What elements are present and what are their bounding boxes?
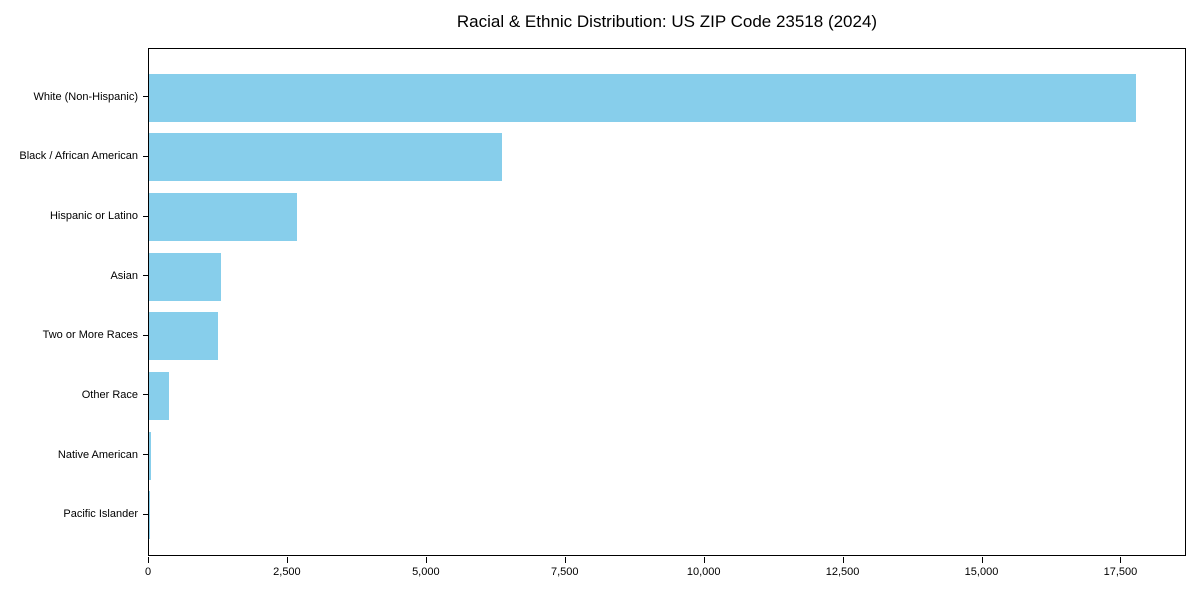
y-tick (143, 275, 148, 277)
x-tick-label: 10,000 (686, 566, 721, 578)
bar (149, 133, 503, 182)
x-tick (286, 557, 288, 563)
y-tick-label: Two or More Races (42, 329, 138, 342)
bar (149, 431, 151, 480)
bar (149, 371, 169, 420)
x-tick-label: 17,500 (1103, 566, 1138, 578)
y-tick-label: Hispanic or Latino (49, 210, 138, 223)
bar (149, 491, 150, 540)
bar (149, 312, 218, 361)
y-tick (143, 454, 148, 456)
x-tick (703, 557, 705, 563)
y-tick-label: Native American (57, 448, 138, 461)
x-tick (148, 557, 149, 563)
y-tick (143, 215, 148, 217)
y-tick (143, 334, 148, 336)
y-tick (143, 155, 148, 157)
bar (149, 193, 297, 242)
x-tick (842, 557, 844, 563)
y-tick (143, 513, 148, 515)
x-tick (981, 557, 983, 563)
y-tick (143, 394, 148, 396)
y-tick-label: White (Non-Hispanic) (33, 90, 138, 103)
x-tick (425, 557, 427, 563)
x-axis: 0 2,500 5,000 7,500 10,000 12,500 15,000 17,500 (144, 557, 1186, 591)
x-tick (564, 557, 566, 563)
y-tick-label: Other Race (81, 388, 138, 401)
x-tick-label: 5,000 (412, 566, 440, 578)
x-tick-label: 2,500 (273, 566, 301, 578)
y-tick-label: Black / African American (19, 150, 138, 163)
x-tick-label: 7,500 (550, 566, 579, 578)
y-axis: White (Non-Hispanic) Black / African Amer… (0, 48, 148, 556)
x-tick-label: 12,500 (825, 566, 860, 578)
x-tick-label: 0 (144, 566, 152, 578)
chart-title: Racial & Ethnic Distribution: US ZIP Cod… (456, 12, 878, 31)
x-tick (1120, 557, 1122, 563)
y-tick (143, 96, 148, 98)
y-tick-label: Pacific Islander (63, 508, 138, 521)
x-tick-label: 15,000 (964, 566, 999, 578)
bar (149, 73, 1136, 122)
y-tick-label: Asian (110, 269, 138, 282)
plot-area (148, 48, 1186, 556)
bar (149, 252, 222, 301)
